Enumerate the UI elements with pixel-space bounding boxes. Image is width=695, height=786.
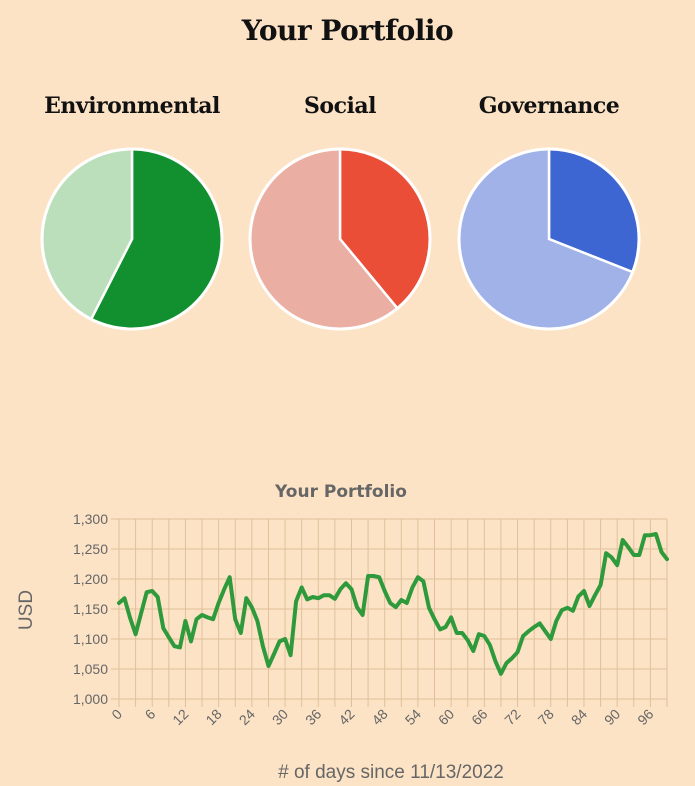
x-tick-label: 72 xyxy=(501,706,523,728)
x-tick-label: 84 xyxy=(568,706,590,728)
social-pie[interactable] xyxy=(248,147,432,331)
x-tick-label: 30 xyxy=(269,706,291,728)
x-tick-label: 78 xyxy=(535,706,557,728)
governance-title: Governance xyxy=(478,93,620,119)
x-tick-label: 60 xyxy=(435,706,457,728)
page-title: Your Portfolio xyxy=(241,14,454,47)
y-axis-label: USD xyxy=(16,590,37,630)
x-tick-label: 96 xyxy=(634,706,656,728)
y-tick-label: 1,100 xyxy=(73,631,108,647)
x-axis-ticks: 0 6 12 18 24 30 36 42 48 54 60 66 72 78 84 90 96 xyxy=(108,706,656,728)
y-tick-label: 1,250 xyxy=(73,541,108,557)
y-tick-label: 1,200 xyxy=(73,571,108,587)
x-tick-label: 6 xyxy=(142,706,159,723)
x-tick-label: 54 xyxy=(402,706,424,728)
x-tick-label: 90 xyxy=(601,706,623,728)
x-tick-label: 36 xyxy=(302,706,324,728)
x-tick-label: 24 xyxy=(236,706,258,728)
environmental-outline xyxy=(40,147,224,331)
portfolio-series-line[interactable] xyxy=(117,532,669,676)
x-tick-label: 12 xyxy=(169,706,191,728)
environmental-pie[interactable] xyxy=(40,147,224,331)
x-tick-label: 66 xyxy=(468,706,490,728)
chart-title: Your Portfolio xyxy=(274,482,407,502)
x-tick-label: 0 xyxy=(108,706,125,723)
y-tick-label: 1,050 xyxy=(73,661,108,677)
x-tick-label: 48 xyxy=(368,706,390,728)
y-tick-label: 1,300 xyxy=(73,511,108,527)
chart-grid xyxy=(111,518,668,707)
x-tick-label: 18 xyxy=(202,706,224,728)
y-tick-label: 1,150 xyxy=(73,601,108,617)
governance-outline xyxy=(457,147,641,331)
y-tick-label: 1,000 xyxy=(73,691,108,707)
social-outline xyxy=(248,147,432,331)
social-title: Social xyxy=(304,93,376,119)
x-tick-label: 42 xyxy=(335,706,357,728)
x-axis-label: # of days since 11/13/2022 xyxy=(278,762,504,783)
y-axis-ticks: 1,000 1,050 1,100 1,150 1,200 1,250 1,300 xyxy=(73,511,108,707)
environmental-title: Environmental xyxy=(44,93,220,119)
governance-pie[interactable] xyxy=(457,147,641,331)
